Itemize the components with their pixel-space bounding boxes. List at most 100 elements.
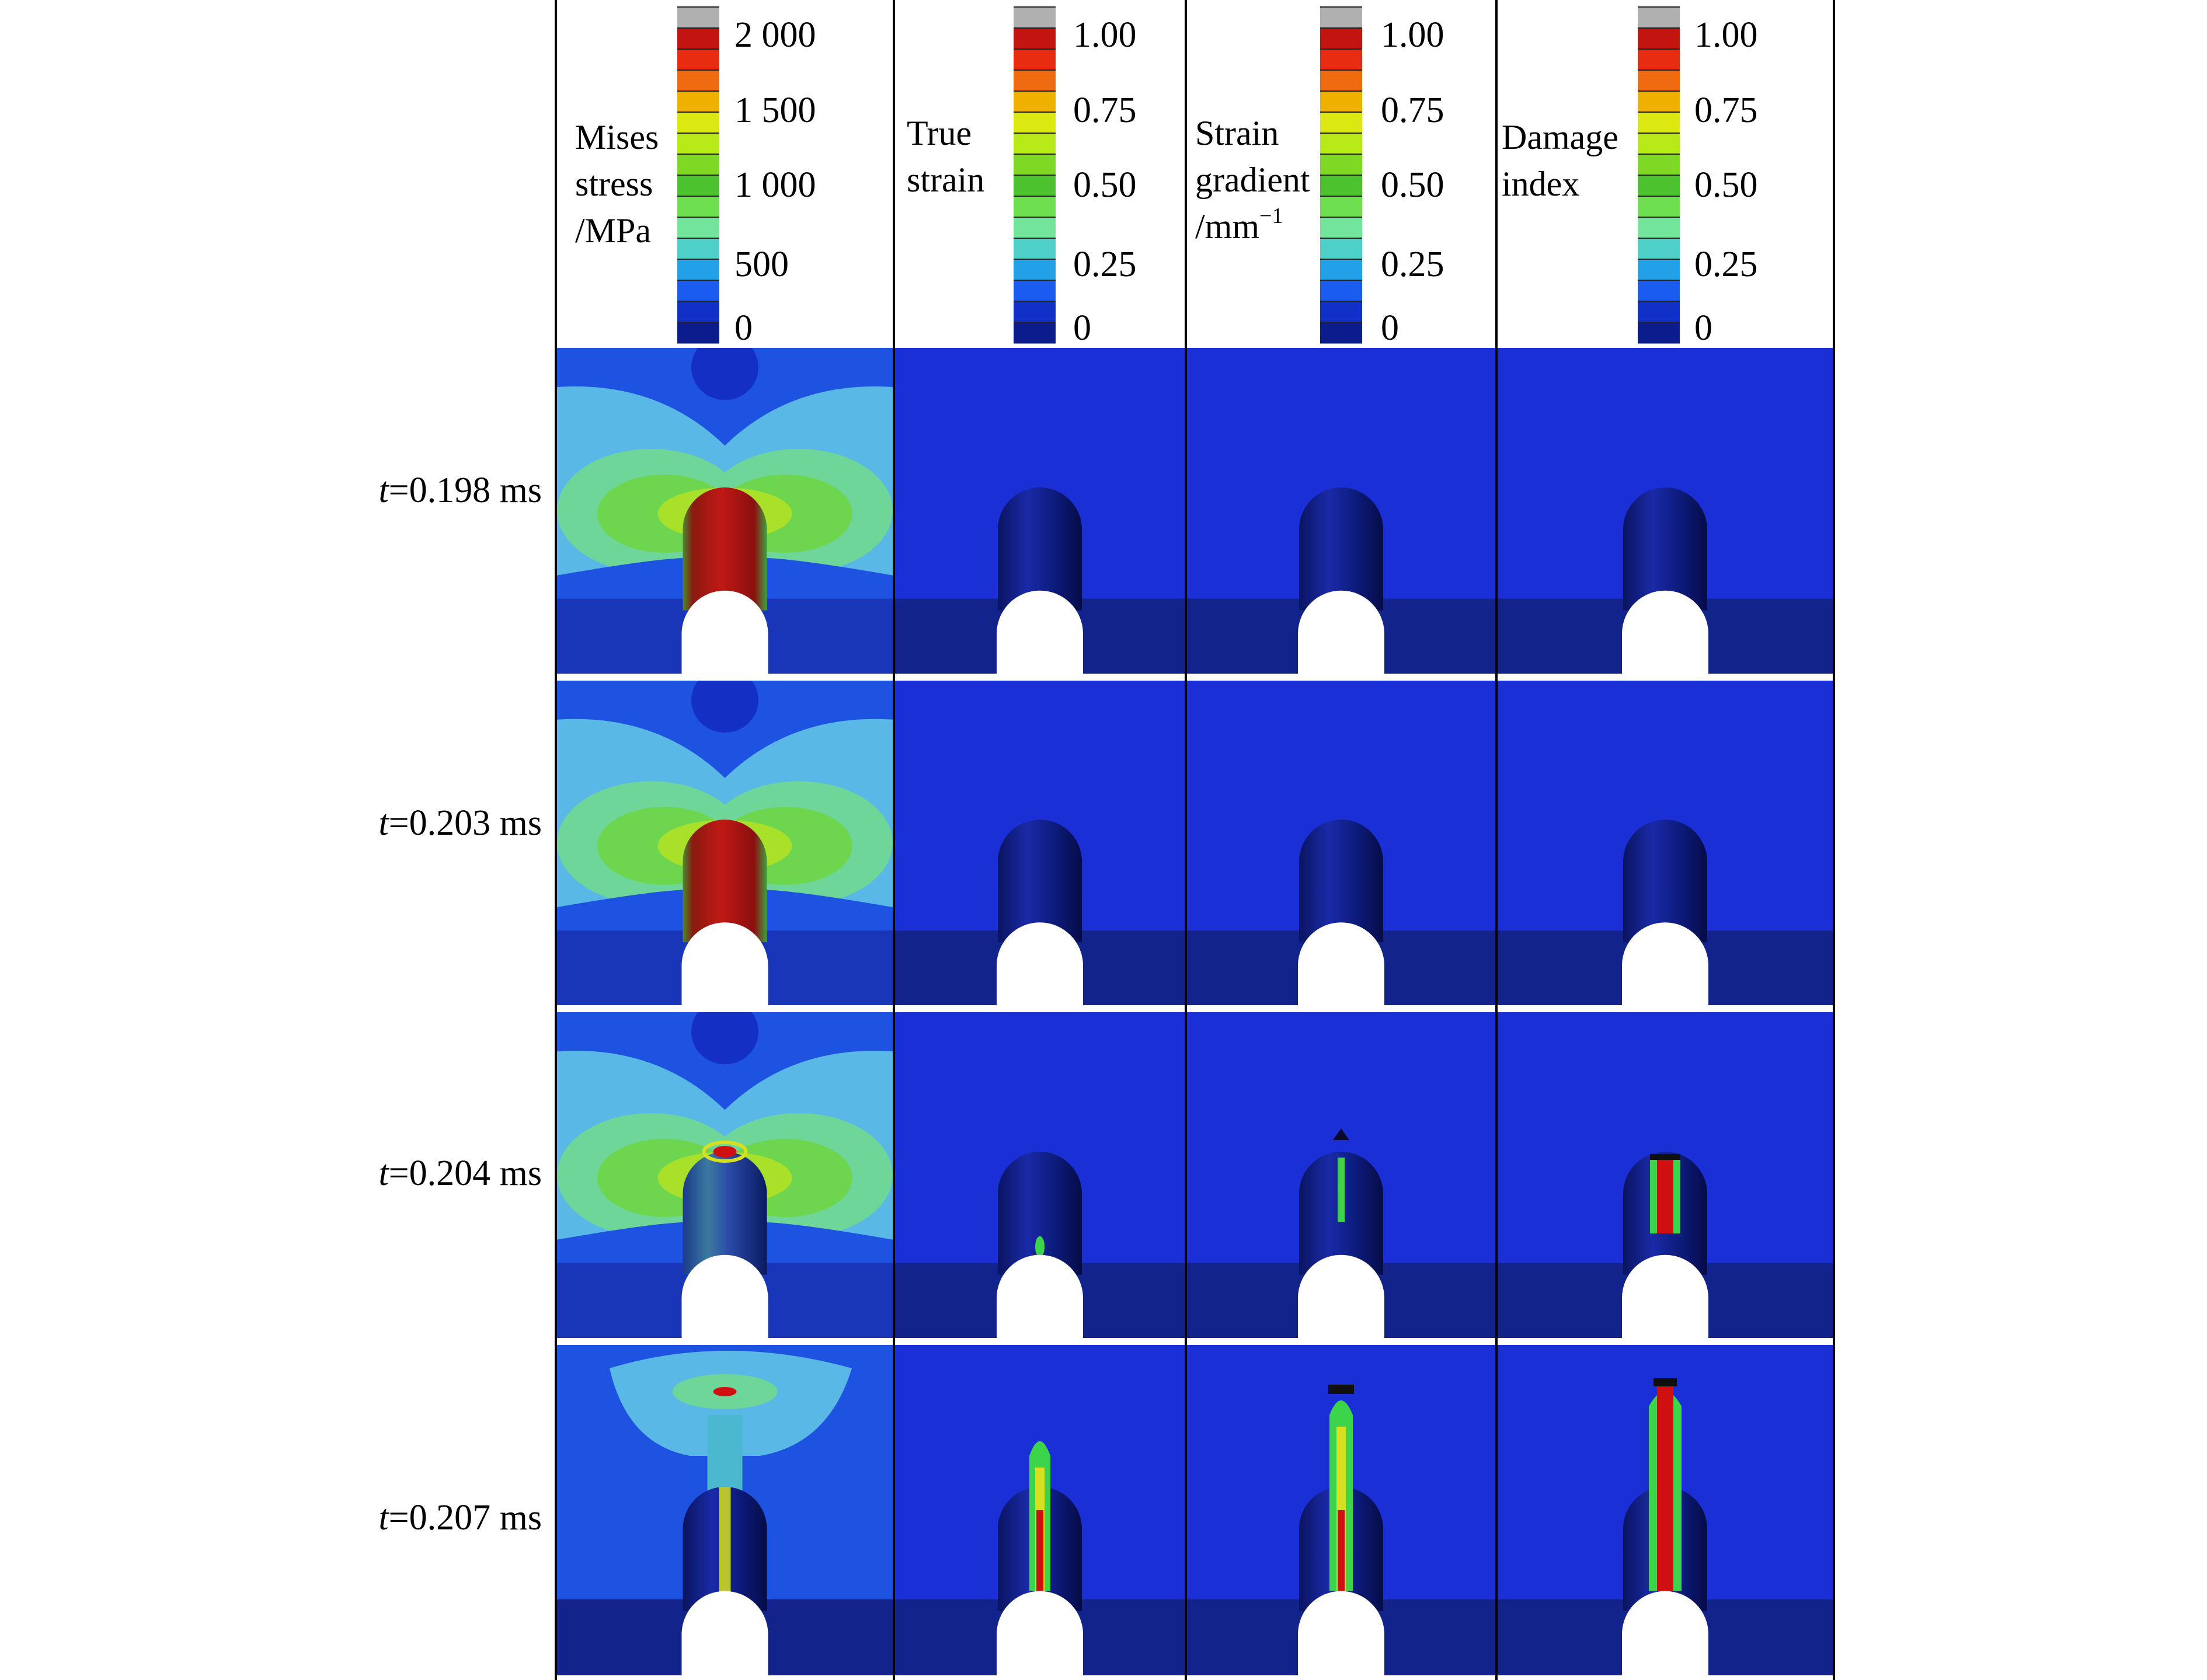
legend-tick-label: 0 [734, 308, 753, 348]
time-symbol: t [378, 803, 389, 843]
legend-swatch [677, 259, 719, 281]
time-symbol: t [378, 1153, 389, 1193]
time-labels: t=0.198 mst=0.203 mst=0.204 mst=0.207 ms [378, 470, 542, 1538]
legend-tick-label: 0 [1694, 308, 1712, 348]
time-value: =0.207 ms [389, 1498, 542, 1538]
legend-swatch [1638, 91, 1680, 113]
legend-swatch [1638, 49, 1680, 71]
crack-hotspot [1338, 1510, 1345, 1591]
stress-top-core [691, 348, 758, 400]
legend-swatch [1014, 196, 1056, 218]
legend-mises: 2 000 1 500 1 000 500 0 [677, 6, 816, 348]
panel-r1-c3 [1498, 681, 1833, 1005]
notch-cylinder [998, 487, 1082, 611]
legend-damage: 1.00 0.75 0.50 0.25 0 [1638, 6, 1758, 348]
stress-hotspot-ring [702, 1141, 748, 1163]
time-label: t=0.204 ms [378, 1153, 542, 1193]
time-symbol: t [378, 1498, 389, 1538]
legend-swatch [1320, 154, 1362, 176]
notch-hole [1298, 1591, 1384, 1675]
legend-swatch [1320, 70, 1362, 92]
legend-swatch [1638, 175, 1680, 197]
notch-hole [997, 922, 1083, 1005]
legend-tick-label: 0.50 [1694, 165, 1758, 205]
legend-swatch [1638, 196, 1680, 218]
panel-r1-c1 [895, 681, 1185, 1005]
legend-swatch [1014, 70, 1056, 92]
legend-swatch [1320, 91, 1362, 113]
legend-swatch [677, 112, 719, 134]
legend-swatch [1014, 238, 1056, 260]
notch-cylinder [998, 820, 1082, 943]
legend-tick-label: 0.25 [1694, 245, 1758, 284]
legend-swatch [677, 175, 719, 197]
legend-swatch [1014, 322, 1056, 344]
legend-tick-label: 0.25 [1073, 245, 1137, 284]
legend-swatch [1014, 301, 1056, 323]
stress-crack-core [719, 1487, 731, 1604]
legend-swatch [1014, 133, 1056, 155]
legend-swatch [1638, 217, 1680, 239]
panel-r0-c0 [557, 348, 893, 674]
legend-swatch [1638, 238, 1680, 260]
legend-true-strain: 1.00 0.75 0.50 0.25 0 [1014, 6, 1137, 348]
legend-swatch [677, 133, 719, 155]
notch-cylinder [1299, 820, 1383, 943]
panel-r3-c2 [1187, 1345, 1495, 1675]
time-label: t=0.207 ms [378, 1498, 542, 1538]
legend-swatch [677, 7, 719, 29]
notch-cylinder [1299, 487, 1383, 611]
header-mises-line-0: Mises [575, 118, 659, 156]
legend-swatch [677, 238, 719, 260]
panel-r1-c2 [1187, 681, 1495, 1005]
figure-grid [555, 0, 1835, 1680]
legend-swatch [677, 217, 719, 239]
legend-swatch [1638, 259, 1680, 281]
legend-swatch [1320, 196, 1362, 218]
header-strain-gradient: Strain gradient/mm−1 [1195, 114, 1310, 246]
legend-swatch [1014, 280, 1056, 302]
legend-swatch [1320, 280, 1362, 302]
legend-tick-label: 0.50 [1073, 165, 1137, 205]
panel-r3-c0 [557, 1345, 893, 1675]
legend-tick-label: 1.00 [1381, 15, 1444, 55]
header-true-strain: True strain [907, 114, 984, 199]
legend-swatch [677, 28, 719, 50]
legend-tick-label: 1 000 [734, 165, 816, 205]
header-strain-gradient-superscript: −1 [1259, 204, 1283, 228]
notch-hole [1298, 922, 1384, 1005]
notch-hole [997, 590, 1083, 674]
legend-swatch [677, 301, 719, 323]
header-strain-gradient-line-1: gradient [1195, 161, 1310, 199]
legend-tick-label: 0 [1073, 308, 1091, 348]
time-value: =0.203 ms [389, 803, 542, 843]
legend-swatch [1014, 217, 1056, 239]
header-strain-gradient-line-0: Strain [1195, 114, 1279, 152]
panel-r3-c3 [1498, 1345, 1833, 1675]
notch-hole [1622, 922, 1708, 1005]
legend-tick-label: 1.00 [1694, 15, 1758, 55]
legend-swatch [677, 154, 719, 176]
damage-zone-cap [1650, 1154, 1680, 1160]
legend-swatch [1320, 49, 1362, 71]
notch-cylinder [683, 820, 767, 943]
notch-hole [997, 1591, 1083, 1675]
legend-swatch [1014, 28, 1056, 50]
notch-hole [1622, 590, 1708, 674]
time-value: =0.198 ms [389, 470, 542, 510]
notch-hole [1298, 1254, 1384, 1338]
legend-tick-label: 0.75 [1694, 90, 1758, 130]
header-strain-gradient-line-2: /mm−1 [1195, 204, 1283, 246]
crack-hotspot [1036, 1510, 1043, 1591]
header-damage: Damage index [1502, 118, 1618, 203]
panel-r0-c2 [1187, 348, 1495, 674]
header-damage-line-1: index [1502, 165, 1579, 203]
notch-hole [681, 922, 768, 1005]
notch-hole [1298, 590, 1384, 674]
stress-hotspot [713, 1146, 737, 1158]
legend-tick-label: 2 000 [734, 15, 816, 55]
legend-tick-label: 0.75 [1073, 90, 1137, 130]
stress-top-core [691, 1012, 758, 1065]
legend-swatch [1320, 133, 1362, 155]
legend-swatch [677, 70, 719, 92]
